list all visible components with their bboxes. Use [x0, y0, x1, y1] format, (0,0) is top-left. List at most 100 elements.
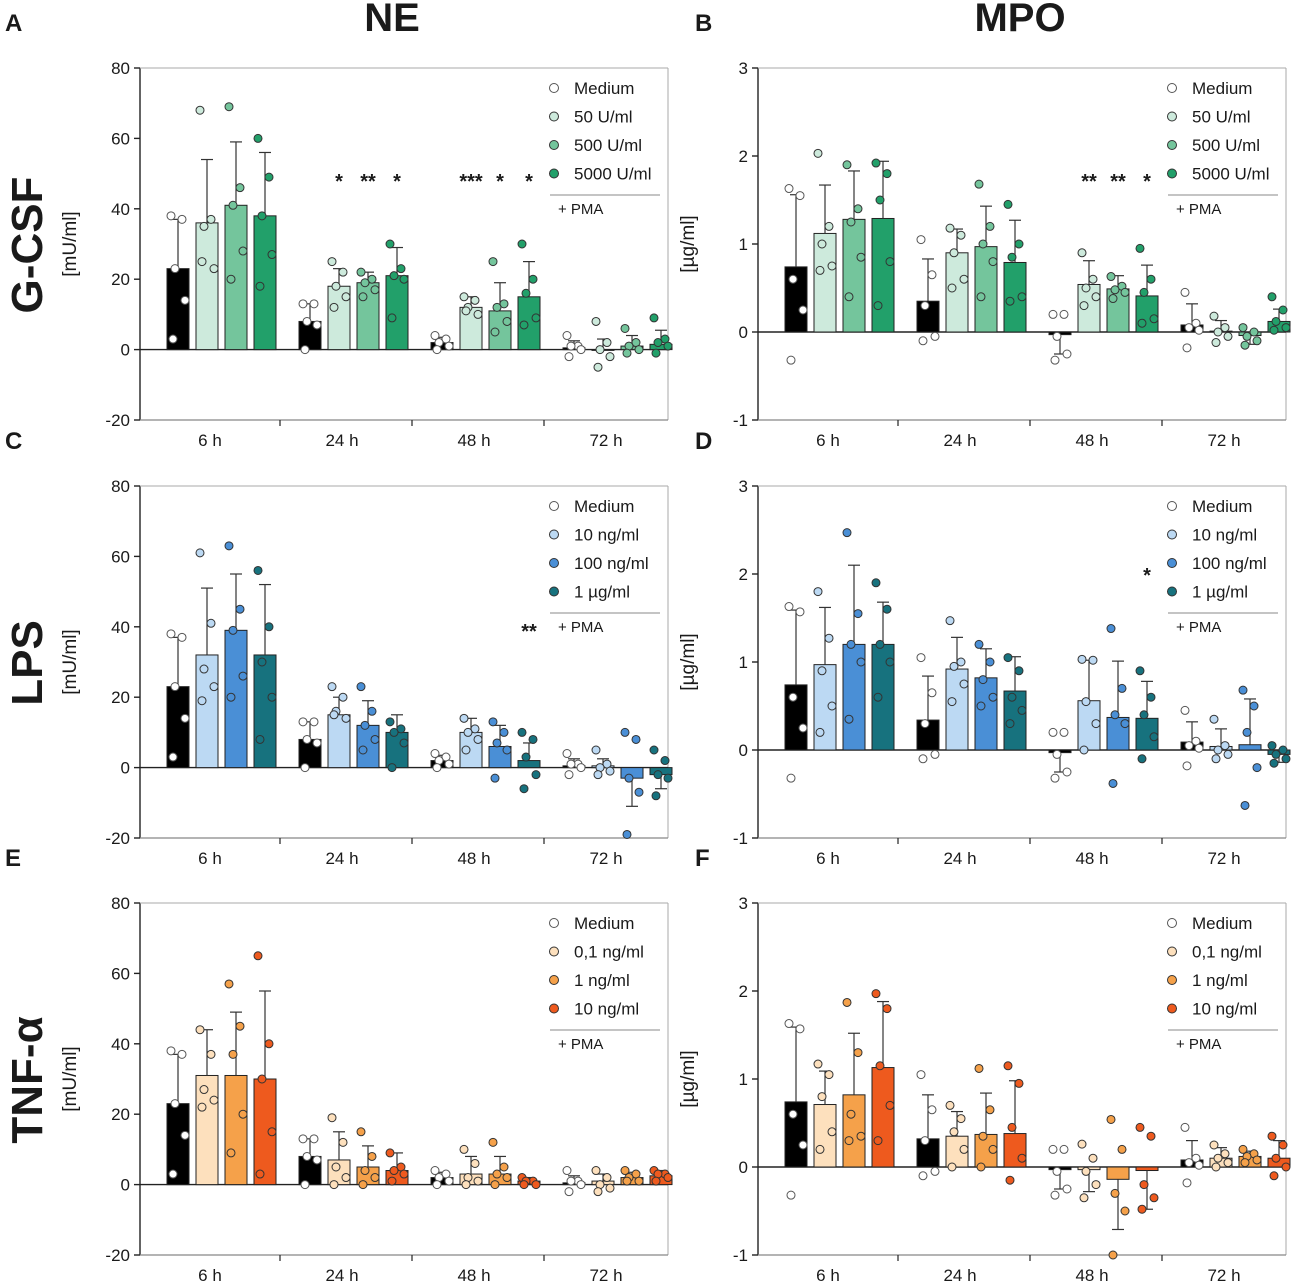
data-point	[235, 1021, 245, 1031]
legend-marker	[549, 501, 559, 511]
data-point	[949, 248, 959, 258]
bar	[871, 217, 895, 333]
data-point	[488, 1137, 498, 1147]
data-point	[927, 270, 937, 280]
data-point	[566, 341, 576, 351]
y-tick-label: -20	[105, 1246, 130, 1265]
legend-item: 500 U/ml	[1192, 136, 1260, 155]
data-point	[298, 299, 308, 309]
data-point	[813, 148, 823, 158]
data-point	[974, 179, 984, 189]
data-point	[842, 528, 852, 538]
data-point	[253, 951, 263, 961]
x-tick-label: 24 h	[325, 431, 358, 450]
legend-item: 5000 U/ml	[1192, 165, 1269, 184]
bar	[1106, 1166, 1130, 1180]
data-point	[521, 288, 531, 298]
row-title-lps: LPS	[3, 620, 52, 706]
data-point	[177, 1049, 187, 1059]
data-point	[1252, 336, 1262, 346]
data-point	[528, 274, 538, 284]
data-point	[180, 295, 190, 305]
data-point	[209, 264, 219, 274]
data-point	[856, 1131, 866, 1141]
bar	[945, 252, 969, 333]
data-point	[444, 759, 454, 769]
data-point	[238, 671, 248, 681]
data-point	[312, 1155, 322, 1165]
legend-item: Medium	[574, 79, 634, 98]
data-point	[1088, 655, 1098, 665]
legend-marker	[549, 946, 559, 957]
data-point	[168, 752, 178, 762]
data-point	[576, 1180, 586, 1190]
data-point	[1271, 749, 1281, 759]
data-point	[180, 713, 190, 723]
data-point	[1135, 1122, 1145, 1132]
data-point	[228, 1049, 238, 1059]
data-point	[1059, 727, 1069, 737]
data-point	[255, 1169, 265, 1179]
data-point	[1079, 1193, 1089, 1203]
pma-label: + PMA	[1176, 1036, 1221, 1053]
bar	[517, 760, 541, 769]
data-point	[1146, 274, 1156, 284]
data-point	[566, 759, 576, 769]
legend-item: 10 ng/ml	[574, 526, 639, 545]
data-point	[798, 305, 808, 315]
data-point	[985, 221, 995, 231]
data-point	[591, 745, 601, 755]
panel-letter: B	[695, 10, 712, 37]
data-point	[827, 261, 837, 271]
data-point	[338, 267, 348, 277]
x-tick-label: 48 h	[1075, 431, 1108, 450]
data-point	[945, 1100, 955, 1110]
significance-marker: **	[360, 171, 376, 193]
data-point	[873, 692, 883, 702]
data-point	[784, 184, 794, 194]
data-point	[1240, 340, 1250, 350]
x-tick-label: 24 h	[943, 431, 976, 450]
data-point	[329, 710, 339, 720]
data-point	[1194, 743, 1204, 753]
bar	[1135, 1166, 1159, 1172]
data-point	[788, 274, 798, 284]
data-point	[1052, 331, 1062, 341]
data-point	[856, 657, 866, 667]
data-point	[387, 763, 397, 773]
data-point	[177, 214, 187, 224]
data-point	[1110, 1188, 1120, 1198]
data-point	[470, 295, 480, 305]
x-tick-label: 72 h	[1207, 849, 1240, 868]
data-point	[1242, 727, 1252, 737]
data-point	[1271, 1153, 1281, 1163]
data-point	[945, 616, 955, 626]
data-point	[1184, 323, 1194, 333]
y-tick-label: 2	[739, 565, 748, 584]
data-point	[959, 274, 969, 284]
x-tick-label: 6 h	[198, 849, 222, 868]
data-point	[786, 1190, 796, 1200]
data-point	[1180, 1122, 1190, 1132]
data-point	[226, 1148, 236, 1158]
data-point	[396, 264, 406, 274]
legend-marker	[1167, 946, 1177, 957]
data-point	[531, 770, 541, 780]
data-point	[356, 682, 366, 692]
data-point	[1081, 697, 1091, 707]
data-point	[947, 1162, 957, 1172]
data-point	[875, 1061, 885, 1071]
data-point	[385, 717, 395, 727]
data-point	[1194, 1160, 1204, 1170]
panel-c: C -20 0 20 40 60 80 [mU/ml] 6 h 24 h 48 h 72 h ** Med…	[5, 428, 673, 868]
y-tick-label: 80	[111, 59, 130, 78]
data-point	[988, 257, 998, 267]
data-point	[976, 701, 986, 711]
data-point	[253, 133, 263, 143]
data-point	[1223, 749, 1233, 759]
data-point	[564, 770, 574, 780]
data-point	[1003, 1061, 1013, 1071]
data-point	[1281, 1162, 1291, 1172]
data-point	[444, 341, 454, 351]
